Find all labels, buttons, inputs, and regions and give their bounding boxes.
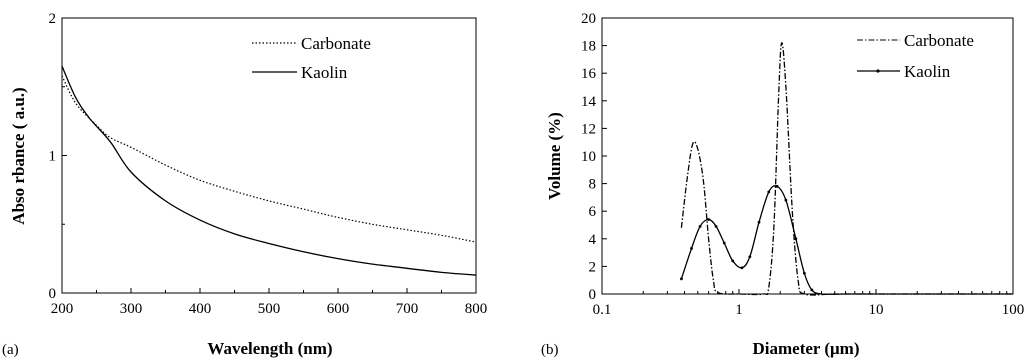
x-tick-label: 400 [189, 301, 212, 317]
legend-label-kaolin: Kaolin [301, 63, 348, 82]
legend-b: Carbonate Kaolin [857, 31, 974, 81]
y-tick-label: 0 [49, 286, 57, 302]
data-point-kaolin [757, 220, 761, 224]
data-point-kaolin [707, 218, 711, 221]
panel-label-b: (b) [541, 342, 559, 358]
data-point-kaolin [767, 190, 771, 194]
data-point-kaolin [731, 259, 735, 263]
panel-b: 0.1 1 10 100 0 2 4 6 8 10 12 14 16 18 20 Carbonate Kao… [541, 11, 1024, 358]
x-axis-title-a: Wavelength (nm) [207, 339, 332, 358]
y-tick-label: 6 [589, 204, 597, 220]
y-tick-label: 4 [589, 232, 597, 248]
x-tick-label: 500 [258, 301, 281, 317]
data-point-kaolin [775, 184, 779, 188]
data-point-kaolin [802, 271, 806, 275]
panel-label-a: (a) [2, 342, 19, 358]
legend-marker-kaolin-b [876, 69, 880, 73]
panel-a: 200 300 400 500 600 700 800 0 1 2 Carbonate Kaoli… [2, 11, 487, 358]
y-tick-label: 10 [581, 149, 596, 165]
series-line-carbonate [680, 42, 1013, 296]
x-tick-label: 300 [120, 301, 143, 317]
plot-frame-a [61, 17, 477, 294]
data-point-kaolin [810, 288, 814, 292]
tick-group-b: 0.1 1 10 100 0 2 4 6 8 10 12 14 16 18 20 [581, 11, 1024, 318]
data-point-kaolin [740, 266, 744, 270]
x-tick-label: 600 [327, 301, 350, 317]
tick-group-a: 200 300 400 500 600 700 800 0 1 2 [49, 11, 488, 317]
legend-a: Carbonate Kaolin [252, 34, 371, 82]
legend-label-carbonate-b: Carbonate [904, 31, 974, 50]
series-group-b [680, 42, 1013, 296]
series-line-kaolin [680, 185, 1013, 295]
data-point-kaolin [722, 241, 726, 245]
y-tick-label: 2 [589, 259, 597, 275]
y-tick-label: 1 [49, 149, 57, 165]
y-tick-label: 14 [581, 94, 597, 110]
data-point-kaolin [714, 224, 718, 228]
data-point-kaolin [784, 198, 788, 202]
x-tick-label: 100 [1002, 302, 1025, 318]
x-axis-title-b: Diameter (μm) [752, 339, 859, 358]
data-point-kaolin [698, 224, 702, 228]
x-tick-label: 10 [869, 302, 884, 318]
y-tick-label: 12 [581, 121, 596, 137]
series-line-carbonate [61, 75, 477, 243]
y-tick-label: 16 [581, 66, 597, 82]
y-tick-label: 0 [589, 287, 597, 303]
data-point-kaolin [690, 247, 693, 250]
y-tick-label: 8 [589, 177, 597, 193]
plot-frame-b [601, 17, 1014, 295]
y-tick-label: 18 [581, 39, 596, 55]
y-axis-title-b: Volume (%) [545, 112, 564, 200]
series-group-a [61, 65, 477, 276]
x-tick-label: 0.1 [593, 302, 612, 318]
x-tick-label: 800 [465, 301, 488, 317]
series-line-kaolin [61, 65, 477, 276]
data-point-kaolin [748, 255, 752, 259]
y-axis-title-a: Abso rbance ( a.u.) [9, 87, 28, 224]
data-point-kaolin [794, 237, 798, 241]
data-point-kaolin [680, 277, 683, 281]
y-tick-label: 2 [49, 11, 57, 27]
x-tick-label: 200 [51, 301, 74, 317]
legend-label-carbonate: Carbonate [301, 34, 371, 53]
legend-label-kaolin-b: Kaolin [904, 62, 951, 81]
y-tick-label: 20 [581, 11, 596, 27]
x-tick-label: 700 [396, 301, 419, 317]
x-tick-label: 1 [735, 302, 743, 318]
